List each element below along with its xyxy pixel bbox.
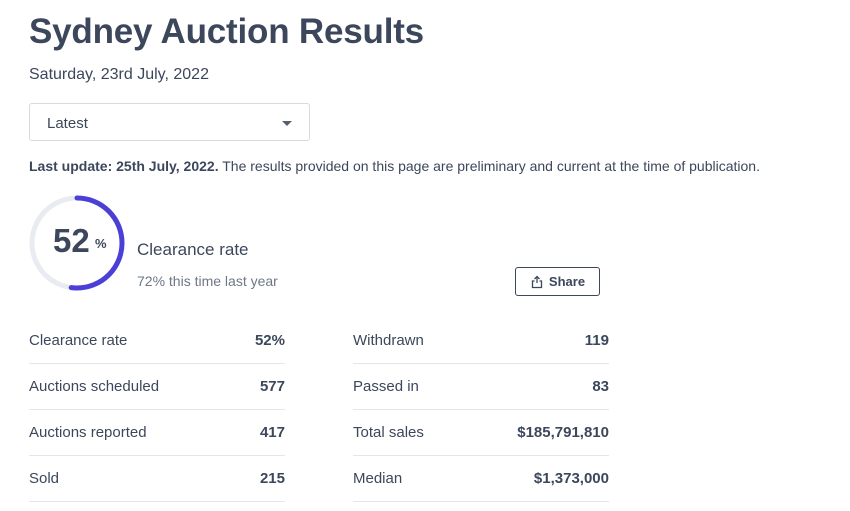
share-icon bbox=[531, 275, 543, 288]
share-label: Share bbox=[548, 274, 586, 289]
stat-value: $1,373,000 bbox=[533, 470, 609, 487]
stat-row: Median $1,373,000 bbox=[353, 456, 609, 502]
stat-row: Passed in 83 bbox=[353, 364, 609, 410]
stat-value: $185,791,810 bbox=[517, 424, 609, 441]
stats-table-right: Withdrawn 119 Passed in 83 Total sales $… bbox=[353, 318, 609, 502]
stat-row: Total sales $185,791,810 bbox=[353, 410, 609, 456]
gauge-value: 52 bbox=[53, 222, 90, 259]
stat-label: Clearance rate bbox=[29, 332, 128, 349]
stat-value: 215 bbox=[259, 470, 285, 487]
stat-value: 577 bbox=[259, 378, 285, 395]
stat-value: 119 bbox=[584, 332, 609, 349]
select-value: Latest bbox=[47, 115, 88, 132]
page-title: Sydney Auction Results bbox=[29, 12, 424, 51]
stat-row: Withdrawn 119 bbox=[353, 318, 609, 364]
gauge-comparison: 72% this time last year bbox=[137, 273, 278, 289]
stat-value: 52% bbox=[254, 332, 285, 349]
stat-label: Median bbox=[353, 470, 403, 487]
stat-value: 83 bbox=[592, 378, 609, 395]
stat-row: Clearance rate 52% bbox=[29, 318, 285, 364]
gauge-label: Clearance rate bbox=[137, 240, 249, 259]
clearance-gauge bbox=[29, 195, 125, 291]
gauge-unit: % bbox=[95, 236, 107, 251]
chevron-down-icon bbox=[282, 121, 292, 126]
gauge-progress bbox=[29, 195, 125, 291]
stat-row: Auctions reported 417 bbox=[29, 410, 285, 456]
update-text: The results provided on this page are pr… bbox=[218, 158, 760, 174]
update-date: Last update: 25th July, 2022. bbox=[29, 158, 219, 174]
stat-label: Passed in bbox=[353, 378, 419, 395]
stat-label: Withdrawn bbox=[353, 332, 424, 349]
results-period-select[interactable]: Latest bbox=[29, 103, 310, 141]
stat-label: Auctions scheduled bbox=[29, 378, 160, 395]
stat-label: Total sales bbox=[353, 424, 424, 441]
stat-row: Auctions scheduled 577 bbox=[29, 364, 285, 410]
update-notice: Last update: 25th July, 2022. The result… bbox=[29, 158, 760, 174]
stats-table-left: Clearance rate 52% Auctions scheduled 57… bbox=[29, 318, 285, 502]
share-button[interactable]: Share bbox=[515, 267, 600, 296]
stat-label: Auctions reported bbox=[29, 424, 147, 441]
auction-date: Saturday, 23rd July, 2022 bbox=[29, 66, 209, 83]
stat-value: 417 bbox=[259, 424, 285, 441]
stat-label: Sold bbox=[29, 470, 60, 487]
stat-row: Sold 215 bbox=[29, 456, 285, 502]
